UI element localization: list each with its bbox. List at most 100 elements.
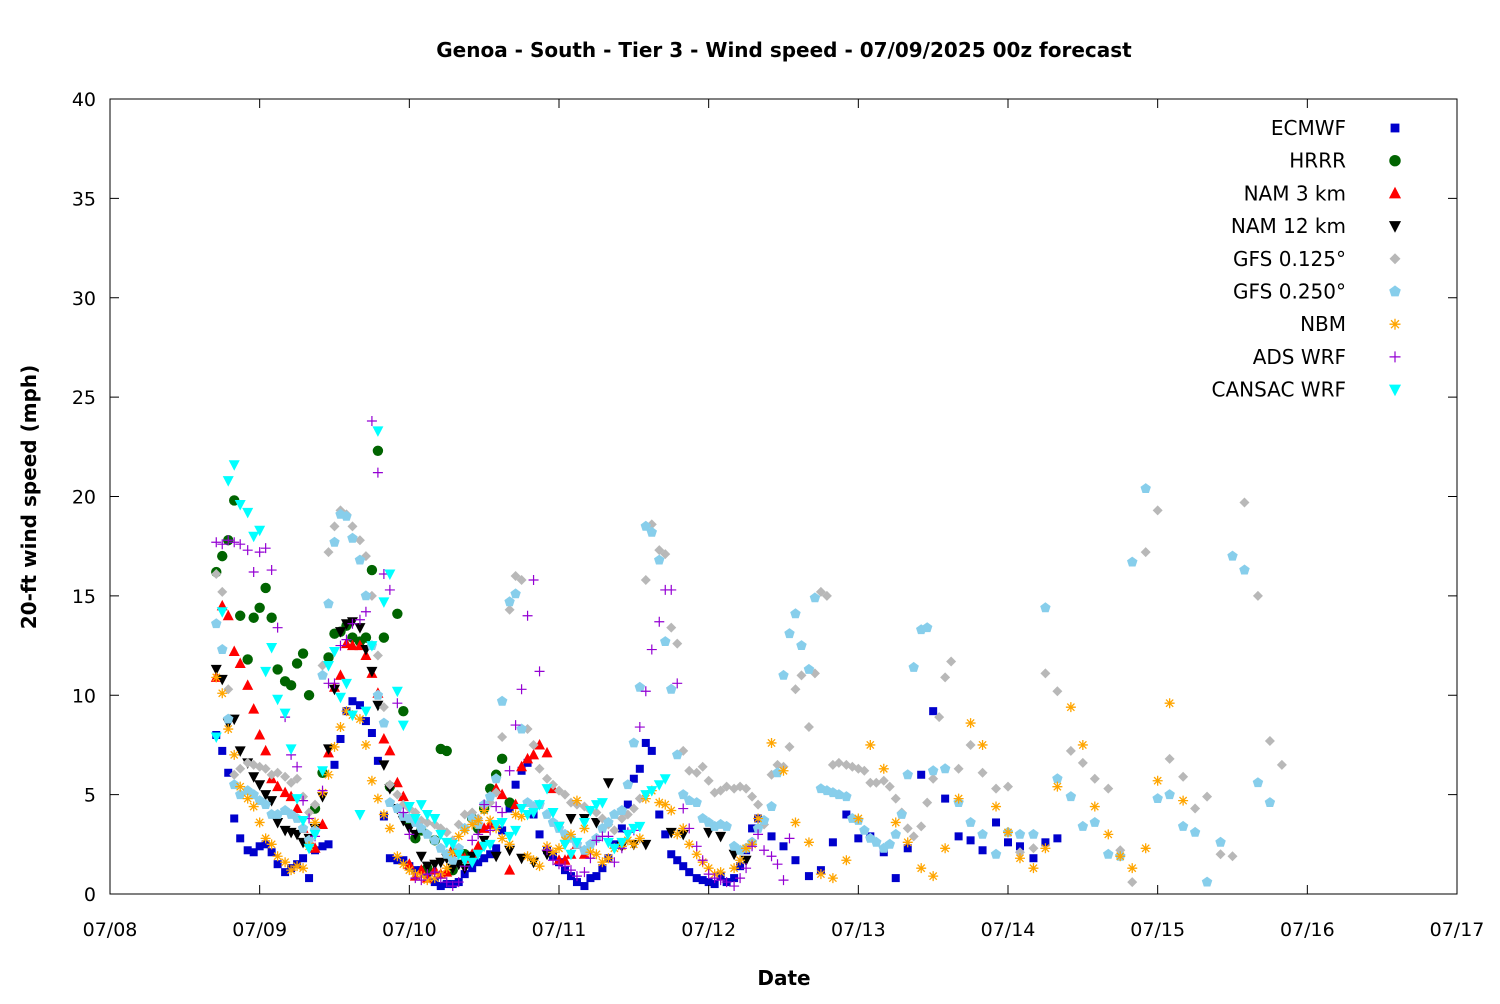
data-point [224,768,233,777]
data-point [685,868,694,877]
data-point [703,863,714,874]
data-point [504,596,515,607]
data-point [229,749,240,760]
data-point [554,843,564,854]
data-point [522,851,533,862]
data-point [272,817,284,829]
data-point [217,550,228,562]
data-point [299,854,308,863]
data-point [248,801,259,812]
data-point [597,857,608,868]
data-point [646,644,657,655]
data-point [447,863,459,875]
data-point [429,813,441,825]
data-point [584,806,596,817]
data-point [661,830,670,839]
data-point [640,686,651,697]
data-point [480,854,489,863]
legend-marker [1388,384,1402,397]
data-point [878,763,889,774]
data-point [323,598,334,609]
data-point [242,793,253,804]
y-tick-label: 20 [72,487,96,509]
legend-marker [1390,123,1400,133]
data-point [242,507,254,519]
data-point [354,535,365,546]
data-point [479,799,490,810]
legend-label: ADS WRF [1253,345,1346,369]
data-point [285,790,297,802]
data-point [516,804,528,815]
data-point [346,710,358,722]
data-point [672,829,683,840]
data-point [354,554,366,565]
data-point [335,640,346,651]
data-point [378,702,389,713]
data-point [422,875,433,886]
data-point [478,835,490,847]
data-point [297,822,309,833]
data-point [541,746,553,758]
data-point [211,537,222,548]
data-point [634,793,645,804]
data-point [1014,828,1026,839]
data-point [318,842,327,851]
series-7 [211,415,795,892]
data-point [447,881,458,892]
data-point [260,763,271,774]
data-point [704,878,713,887]
data-point [928,871,939,882]
data-point [928,773,939,784]
data-point [1178,771,1189,782]
data-point [360,632,372,643]
data-point [1164,698,1175,709]
data-point [435,873,446,884]
data-point [803,722,814,733]
data-point [329,678,340,689]
data-point [478,841,490,853]
data-point [360,590,372,601]
data-point [859,765,870,776]
data-point [360,706,372,718]
data-point [248,772,260,783]
data-point [902,823,913,834]
data-point [640,790,652,801]
data-point [1215,849,1226,860]
x-tick-label: 07/09 [232,919,287,941]
data-point [616,805,628,815]
data-point [1014,847,1025,858]
data-point [472,849,484,861]
data-point [248,612,259,623]
data-point [902,769,913,780]
data-point [790,684,801,695]
data-point [692,874,701,883]
data-point [803,837,814,848]
data-point [666,622,677,633]
data-point [1152,793,1163,803]
data-point [504,604,515,615]
data-point [267,848,276,857]
data-point [360,739,371,750]
data-point [429,834,440,845]
data-point [827,873,838,884]
data-point [291,658,303,669]
legend-marker [1389,253,1401,265]
data-point [323,652,334,663]
data-point [222,476,234,487]
axis-ticks: 0 5 10 15 20 25 30 35 40 07/08 07/09 07/10 07/11 07/1… [72,89,1485,941]
data-point [803,663,815,674]
data-point [941,794,950,803]
data-point [772,767,783,778]
data-point [766,851,777,862]
data-point [1227,851,1238,862]
data-point [1152,775,1163,786]
data-point [1041,838,1050,847]
data-point [927,765,939,776]
data-point [435,829,447,841]
data-point [297,648,309,659]
data-point [248,531,260,543]
data-point [548,855,559,866]
data-point [324,840,333,849]
data-point [641,738,650,747]
